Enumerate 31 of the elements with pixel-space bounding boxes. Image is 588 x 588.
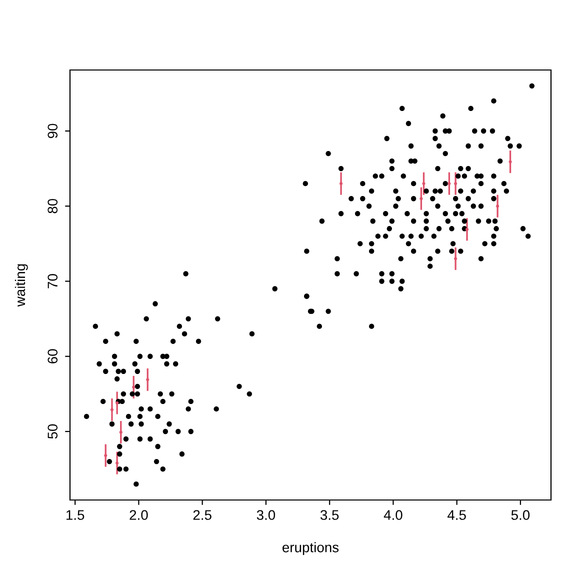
- x-tick-label: 3.0: [256, 510, 276, 520]
- x-tick-label: 2.0: [130, 510, 148, 520]
- y-tick-label: 70: [48, 274, 58, 288]
- point: [119, 430, 122, 434]
- point: [465, 228, 469, 231]
- point: [104, 454, 108, 458]
- x-tick-label: 1.5: [66, 510, 84, 520]
- point: [132, 386, 136, 389]
- x-tick-label: 5.0: [511, 510, 530, 520]
- point: [496, 204, 500, 208]
- point: [448, 182, 451, 186]
- point: [454, 182, 458, 186]
- y-tick-label: 90: [48, 124, 58, 138]
- point: [422, 182, 426, 186]
- x-tick-label: 4.0: [384, 510, 402, 520]
- point: [508, 160, 512, 164]
- x-tick-label: 2.5: [193, 510, 212, 520]
- point: [146, 378, 150, 382]
- point: [454, 257, 458, 260]
- y-tick-label: 80: [48, 198, 58, 214]
- point: [339, 182, 343, 186]
- point: [420, 197, 423, 200]
- x-axis-title: eruptions: [282, 542, 339, 556]
- x-tick-label: 3.5: [320, 510, 339, 520]
- y-axis-title: waiting: [14, 264, 28, 307]
- x-tick-label: 4.5: [448, 510, 466, 520]
- point: [116, 401, 119, 404]
- y-tick-label: 60: [48, 349, 58, 364]
- point: [110, 408, 114, 412]
- point: [116, 461, 119, 465]
- y-tick-label: 50: [48, 424, 58, 439]
